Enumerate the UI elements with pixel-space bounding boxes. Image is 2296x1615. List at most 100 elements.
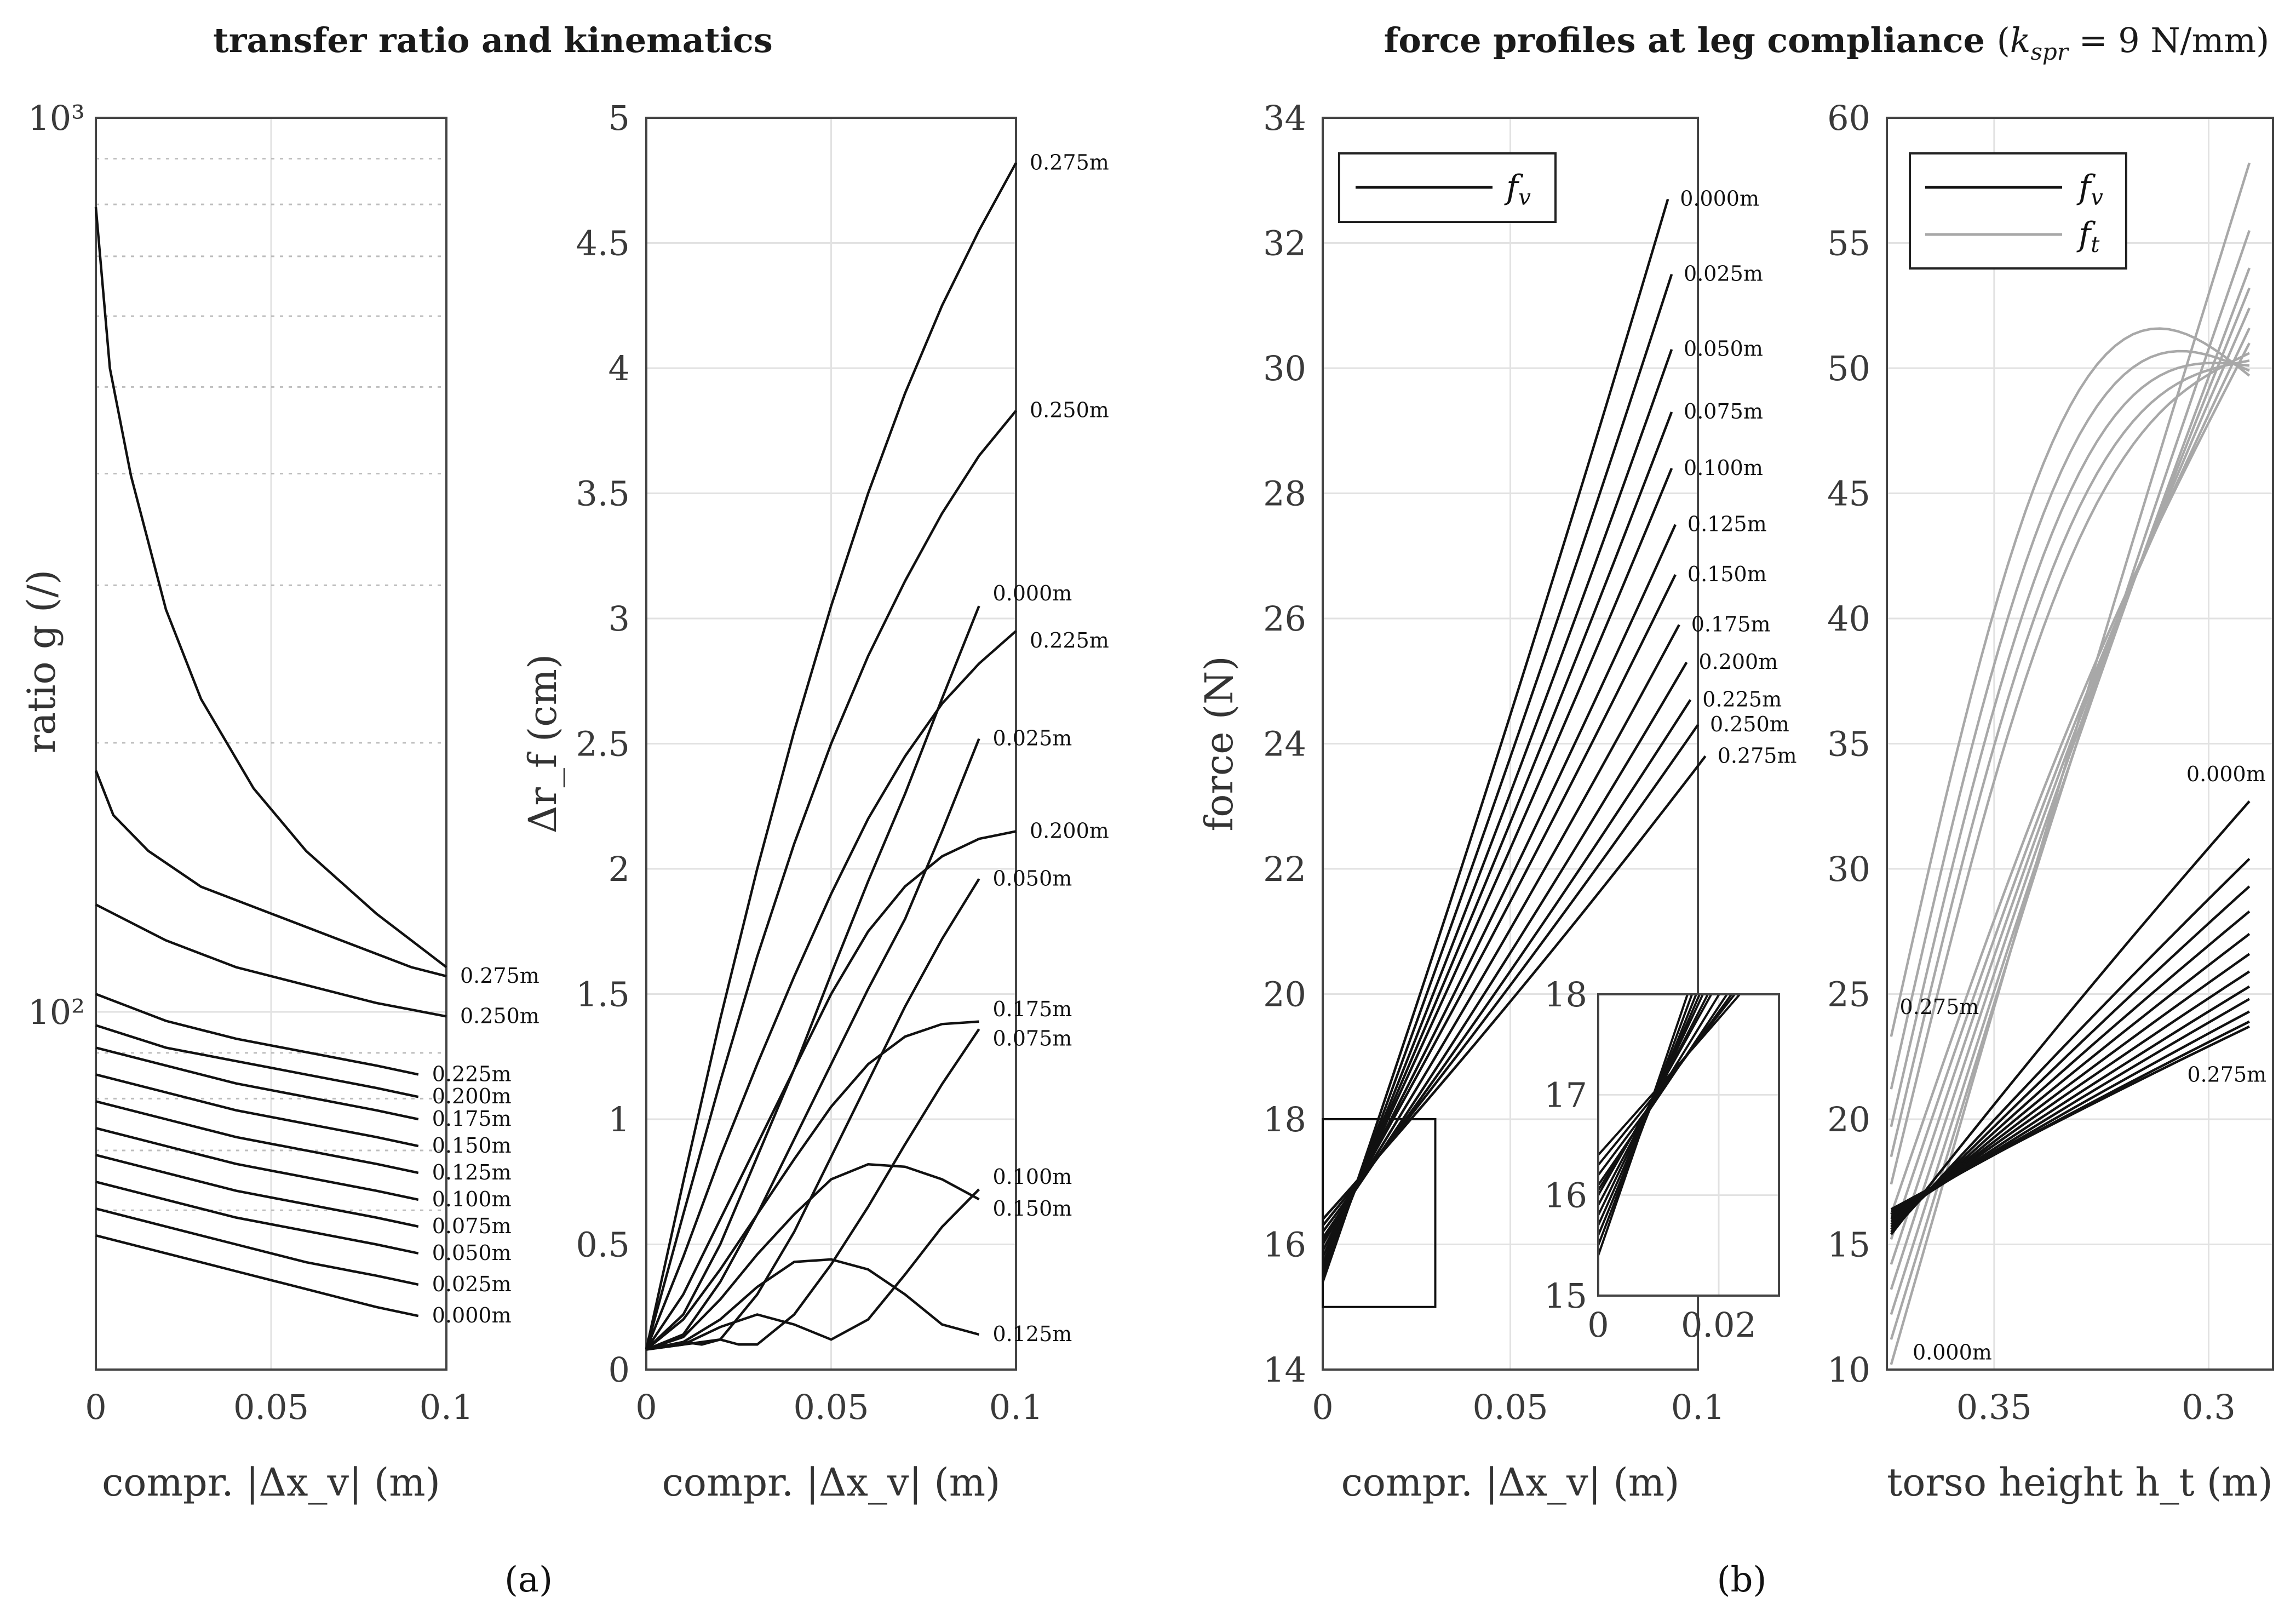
torso-legend-label-ft: ft	[2076, 215, 2100, 257]
torso-ft-curve-10	[1890, 350, 2250, 1090]
deltarf-curve-6	[646, 1258, 980, 1351]
ratio-ylabel: ratio g (/)	[19, 570, 64, 753]
ratio-ytick-1: 10³	[28, 98, 85, 138]
force-curve-label-2: 0.050m	[1684, 337, 1763, 361]
torso-xtick-1: 0.3	[2182, 1387, 2236, 1427]
torso-fv-curve-8	[1890, 998, 2251, 1218]
torso-fv-curve-3	[1890, 910, 2251, 1228]
inset-curve-11	[1598, 994, 1742, 1156]
deltarf-curve-label-8: 0.075m	[993, 1026, 1072, 1050]
force-xlabel: compr. |Δx_v| (m)	[1341, 1460, 1680, 1505]
torso-ft-curve-9	[1890, 362, 2250, 1127]
torso-ytick-1: 15	[1827, 1225, 1870, 1265]
force-curve-label-3: 0.075m	[1684, 399, 1763, 423]
deltarf-curve-label-6: 0.125m	[993, 1322, 1072, 1346]
ratio-curve-label-11: 0.275m	[460, 964, 539, 988]
torso-label-gray-bottom: 0.000m	[1913, 1341, 1992, 1365]
force-panel: 0 0.05 0.1 14 16 18 20 22 24 26 28 30 32 34 compr. |Δx…	[1197, 98, 1797, 1505]
force-ytick-1: 16	[1263, 1225, 1306, 1265]
force-curve-0	[1321, 198, 1669, 1282]
deltarf-ytick-5: 2.5	[576, 724, 630, 764]
ratio-curve-6	[95, 1073, 419, 1148]
inset-curve-6	[1598, 994, 1713, 1196]
force-curve-11	[1322, 755, 1707, 1221]
deltarf-curve-label-7: 0.100m	[993, 1165, 1072, 1189]
force-ytick-6: 26	[1263, 599, 1306, 639]
torso-axes-frame	[1886, 117, 2274, 1371]
force-curve-label-9: 0.225m	[1702, 688, 1782, 712]
inset-curve-3	[1598, 994, 1701, 1226]
ratio-xtick-1: 0.05	[233, 1387, 309, 1427]
deltarf-axes-frame	[645, 117, 1017, 1371]
inset-frame	[1597, 993, 1780, 1297]
deltarf-xlabel: compr. |Δx_v| (m)	[662, 1460, 1001, 1505]
ratio-panel: 0 0.05 0.1 10² 10³ compr. |Δx_v| (m) ratio g (…	[19, 98, 539, 1505]
deltarf-curve-8	[646, 1028, 980, 1351]
torso-ft-curve-7	[1890, 352, 2250, 1185]
force-xtick-0: 0	[1312, 1387, 1333, 1427]
force-ytick-5: 24	[1263, 724, 1306, 764]
torso-legend-box	[1909, 152, 2127, 270]
torso-panel: 0.35 0.3 10 15 20 25 30 35 40 45 50 55 60 torso heigh…	[1827, 98, 2274, 1505]
ratio-curve-label-6: 0.150m	[432, 1133, 512, 1158]
deltarf-curve-9	[646, 878, 980, 1351]
ratio-curve-11	[94, 770, 447, 978]
torso-label-top-black: 0.000m	[2186, 762, 2266, 786]
force-curve-label-11: 0.275m	[1718, 743, 1797, 768]
deltarf-curve-10	[646, 738, 980, 1351]
sublabel-b: (b)	[1717, 1560, 1767, 1600]
ratio-curve-4	[95, 1127, 419, 1201]
force-curve-7	[1322, 624, 1680, 1242]
torso-ytick-9: 55	[1827, 224, 1870, 264]
force-curve-6	[1322, 574, 1677, 1245]
deltarf-curve-7	[646, 1188, 980, 1351]
force-curve-label-10: 0.250m	[1710, 712, 1789, 736]
inset-ytick-3: 18	[1544, 975, 1587, 1015]
deltarf-ytick-8: 4	[609, 348, 630, 388]
ratio-curve-3	[95, 1154, 419, 1228]
ratio-axes-frame	[95, 117, 447, 1371]
inset-xtick-1: 0.02	[1681, 1305, 1757, 1345]
deltarf-curve-label-2: 0.225m	[1030, 628, 1109, 652]
inset-curve-4	[1598, 994, 1704, 1216]
deltarf-ytick-6: 3	[609, 599, 630, 639]
ratio-curve-7	[95, 1046, 419, 1121]
ratio-curve-label-3: 0.075m	[432, 1214, 512, 1238]
deltarf-curve-1	[645, 410, 1017, 1350]
deltarf-xtick-1: 0.05	[793, 1387, 869, 1427]
force-curve-label-5: 0.125m	[1687, 512, 1767, 536]
torso-ft-curve-5	[1890, 327, 2251, 1240]
force-xtick-1: 0.05	[1472, 1387, 1548, 1427]
torso-ytick-3: 25	[1827, 975, 1870, 1015]
ratio-curve-label-4: 0.100m	[432, 1187, 512, 1211]
force-curve-label-6: 0.150m	[1687, 562, 1767, 586]
ratio-curve-label-0: 0.000m	[432, 1303, 512, 1327]
inset-xtick-0: 0	[1587, 1305, 1609, 1345]
deltarf-curve-label-1: 0.250m	[1030, 398, 1109, 422]
deltarf-ytick-7: 3.5	[576, 474, 630, 514]
deltarf-curve-label-4: 0.175m	[993, 997, 1072, 1021]
inset-ytick-0: 15	[1544, 1276, 1587, 1316]
deltarf-xtick-2: 0.1	[989, 1387, 1043, 1427]
title-right-main: force profiles at leg compliance	[1384, 20, 1997, 60]
ratio-curve-label-7: 0.175m	[432, 1107, 512, 1131]
torso-ytick-4: 30	[1827, 849, 1870, 889]
deltarf-curve-label-5: 0.150m	[993, 1196, 1072, 1221]
torso-fv-curve-1	[1890, 858, 2251, 1233]
ratio-curve-label-1: 0.025m	[432, 1272, 512, 1296]
deltarf-ytick-2: 1	[609, 1099, 630, 1139]
torso-fv-curve-0	[1890, 800, 2251, 1235]
torso-fv-curve-11	[1890, 1025, 2250, 1211]
ratio-xtick-0: 0	[85, 1387, 106, 1427]
force-curve-3	[1321, 411, 1673, 1264]
inset-ytick-1: 16	[1544, 1176, 1587, 1216]
force-curve-label-8: 0.200m	[1698, 650, 1778, 674]
torso-ytick-8: 50	[1827, 348, 1870, 388]
torso-ytick-5: 35	[1827, 724, 1870, 764]
force-zoom-box	[1322, 1118, 1437, 1308]
torso-ft-curve-11	[1890, 327, 2251, 1037]
deltarf-curve-label-0: 0.275m	[1030, 150, 1109, 174]
force-curve-label-0: 0.000m	[1680, 187, 1759, 211]
torso-ytick-6: 40	[1827, 599, 1870, 639]
